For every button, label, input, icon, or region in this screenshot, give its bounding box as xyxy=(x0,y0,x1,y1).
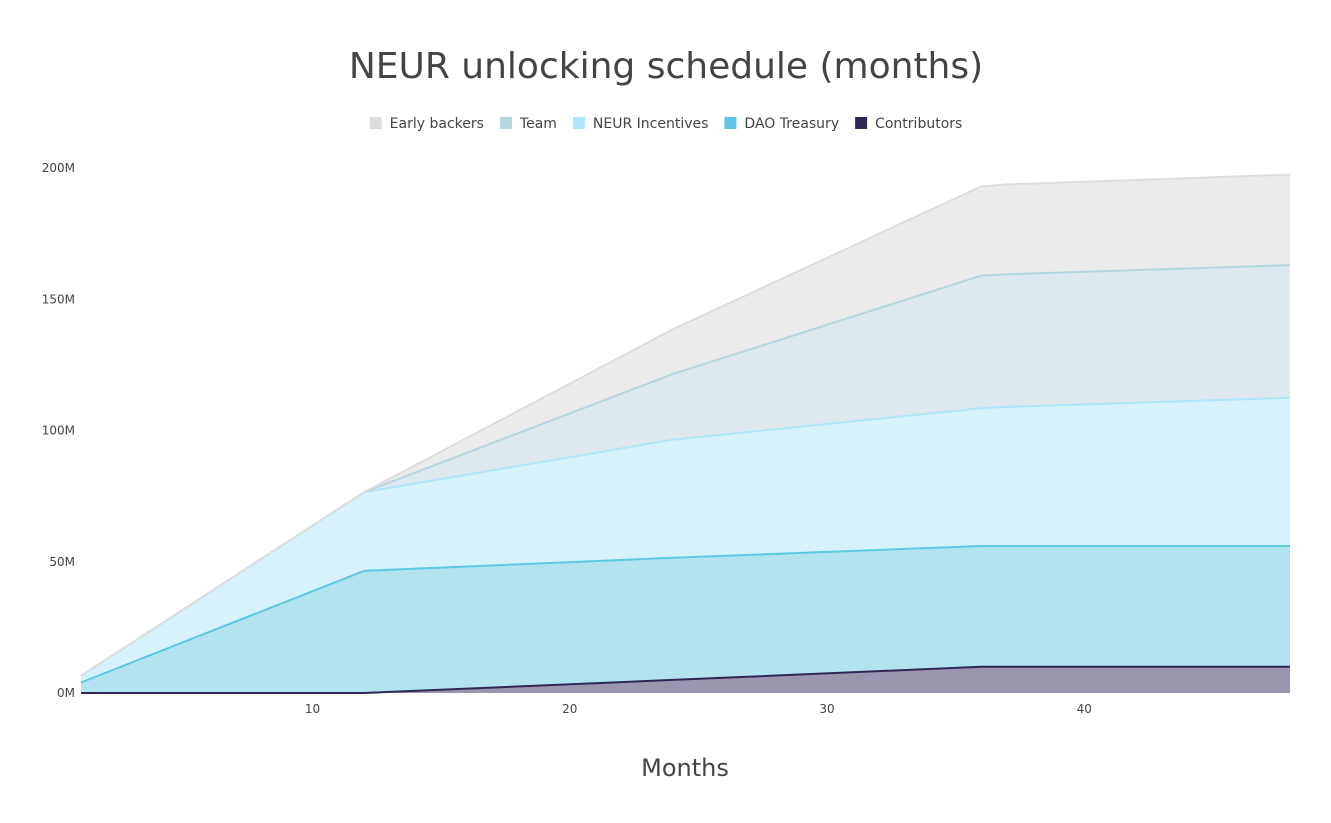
legend-item-contributors[interactable]: Contributors xyxy=(855,116,962,132)
plot-area xyxy=(80,173,1291,694)
y-tick-label: 200M xyxy=(42,161,75,175)
y-tick-label: 0M xyxy=(57,686,75,700)
x-tick-label: 20 xyxy=(562,702,577,716)
x-tick-label: 10 xyxy=(305,702,320,716)
legend-swatch xyxy=(855,117,868,129)
legend-swatch xyxy=(499,117,512,129)
y-tick-label: 50M xyxy=(49,555,75,569)
y-axis: 0M 50M 100M 150M 200M xyxy=(42,161,75,700)
area-neur-incentives xyxy=(81,397,1290,683)
line-contributors xyxy=(81,665,1290,694)
y-tick-label: 100M xyxy=(42,424,75,438)
legend-label: Contributors xyxy=(875,116,962,132)
x-tick-label: 30 xyxy=(819,702,834,716)
legend-swatch xyxy=(572,117,585,129)
legend-label: NEUR Incentives xyxy=(593,116,709,132)
area-early-backers xyxy=(81,174,1290,676)
legend-label: Team xyxy=(519,116,557,132)
line-dao-treasury xyxy=(80,545,1290,684)
legend-label: Early backers xyxy=(390,116,484,132)
legend-swatch xyxy=(369,117,382,129)
legend-item-neur-incentives[interactable]: NEUR Incentives xyxy=(572,116,709,132)
line-early-backers xyxy=(80,173,1291,677)
x-axis-title: Months xyxy=(641,754,729,782)
area-dao-treasury xyxy=(81,546,1290,693)
x-axis: 10 20 30 40 xyxy=(305,702,1092,716)
area-team xyxy=(81,265,1290,676)
legend-item-team[interactable]: Team xyxy=(499,116,557,132)
legend-item-dao-treasury[interactable]: DAO Treasury xyxy=(724,116,839,132)
x-tick-label: 40 xyxy=(1077,702,1092,716)
legend-swatch xyxy=(724,117,737,129)
legend: Early backers Team NEUR Incentives DAO Trea… xyxy=(369,116,962,132)
legend-label: DAO Treasury xyxy=(744,116,839,132)
legend-item-early-backers[interactable]: Early backers xyxy=(369,116,484,132)
y-tick-label: 150M xyxy=(42,292,75,306)
chart-title: NEUR unlocking schedule (months) xyxy=(349,46,983,87)
